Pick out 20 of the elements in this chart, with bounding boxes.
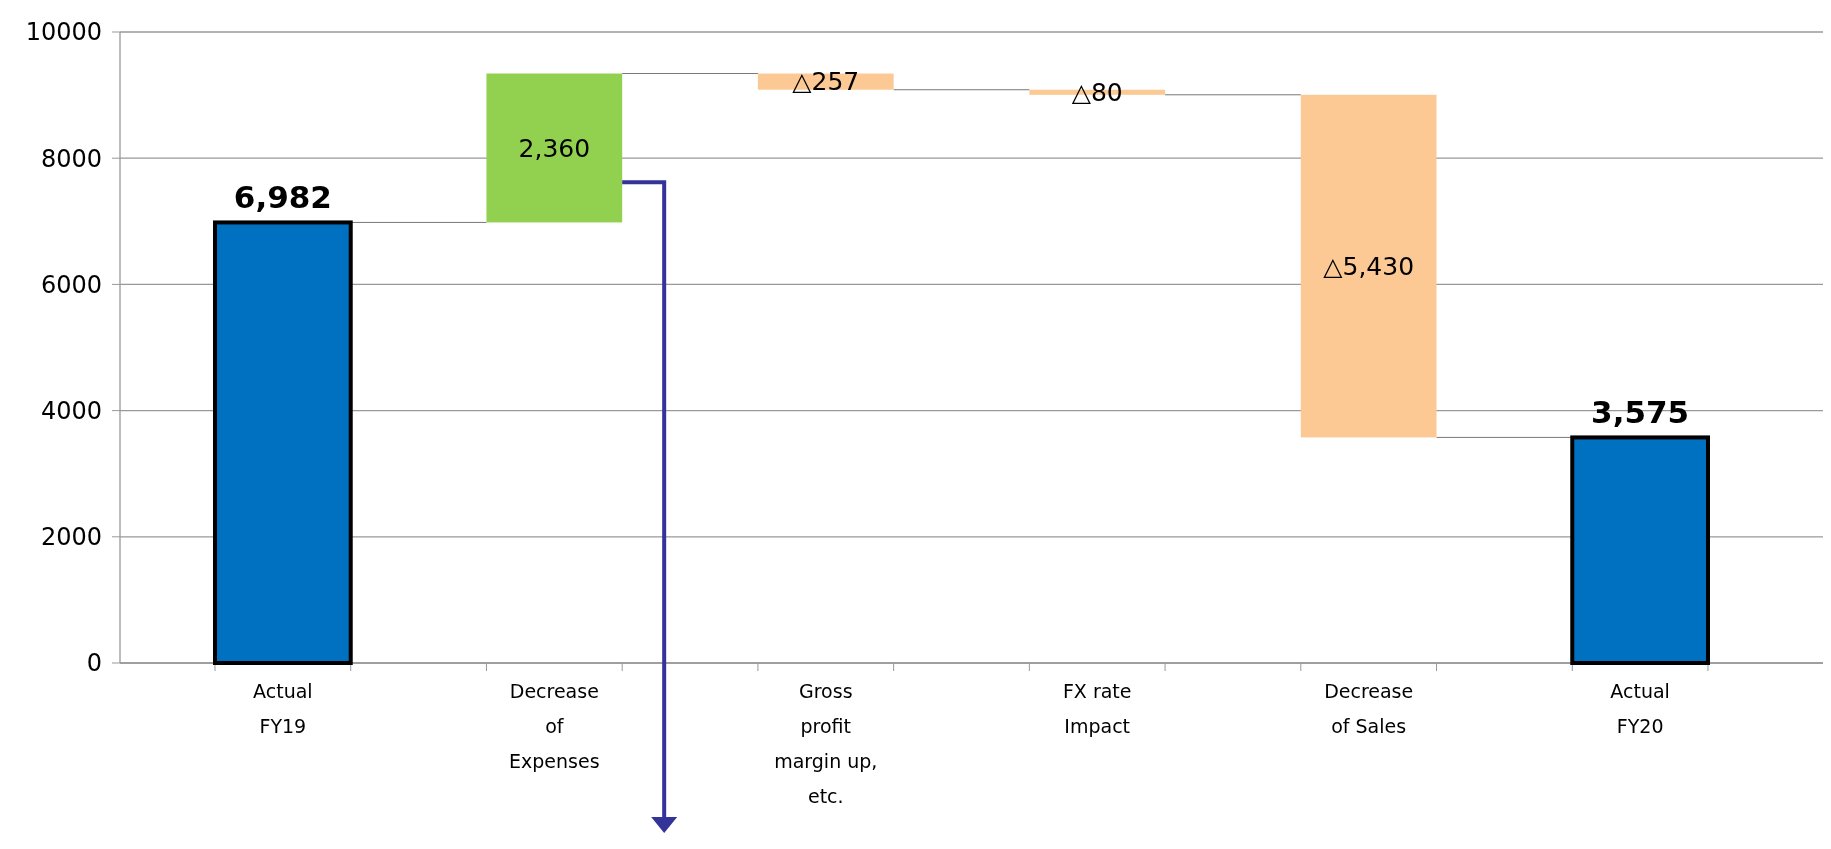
x-tick-label: FX rate Impact: [1062, 680, 1132, 737]
data-label: △257: [792, 67, 860, 97]
y-tick-label: 4000: [40, 397, 102, 425]
data-label: △5,430: [1323, 251, 1415, 281]
data-label: 2,360: [518, 133, 591, 163]
y-tick-label: 8000: [40, 144, 102, 173]
bar: [1300, 94, 1437, 438]
bar: [486, 73, 623, 223]
y-tick-label: 10000: [25, 18, 102, 47]
x-tick-label: Gross profit margin up, etc.: [774, 680, 878, 807]
y-tick-label: 2000: [40, 523, 102, 552]
x-tick-label: Decrease of Sales: [1324, 680, 1414, 737]
y-tick-label: 0: [86, 649, 102, 678]
data-label: △80: [1071, 78, 1123, 108]
x-tick-label: Decrease of Expenses: [509, 680, 600, 772]
data-label: 6,982: [233, 179, 332, 216]
x-tick-label: Actual FY20: [1610, 680, 1670, 737]
y-tick-label: 6000: [40, 270, 102, 299]
data-label: 3,575: [1591, 394, 1690, 431]
x-tick-label: Actual FY19: [253, 680, 313, 737]
